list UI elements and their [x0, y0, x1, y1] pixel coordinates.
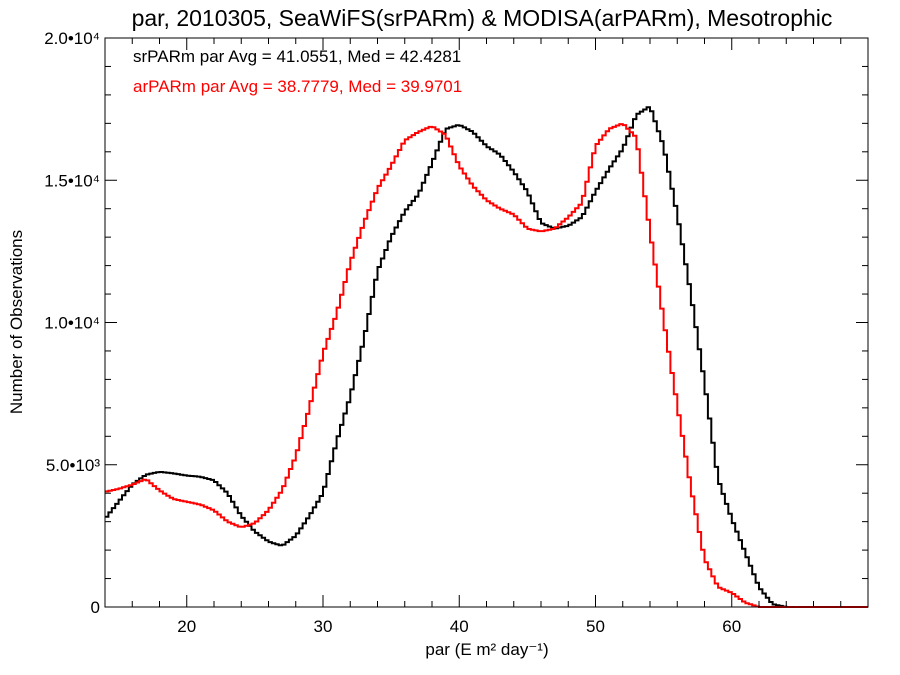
y-tick-label: 1.0•10⁴: [44, 314, 100, 333]
y-tick-label: 2.0•10⁴: [44, 29, 100, 48]
series-line-0: [105, 106, 868, 608]
y-tick-label: 1.5•10⁴: [44, 171, 100, 190]
stats-arparm: arPARm par Avg = 38.7779, Med = 39.9701: [133, 77, 462, 96]
ticks-layer: 20 30 40 50 60 0 5.0•10³ 1.0•10⁴ 1.5•10⁴ 2.0•10⁴: [44, 29, 869, 636]
plot-frame: [104, 37, 869, 608]
series-layer: [105, 106, 868, 608]
x-axis-label: par (E m² day⁻¹): [425, 640, 548, 659]
series-line-1: [105, 123, 868, 608]
x-tick-label: 30: [314, 617, 333, 636]
x-tick-label: 50: [586, 617, 605, 636]
x-tick-label: 40: [450, 617, 469, 636]
stats-srparm: srPARm par Avg = 41.0551, Med = 42.4281: [133, 47, 461, 66]
x-tick-label: 20: [177, 617, 196, 636]
y-tick-label: 5.0•10³: [46, 456, 100, 475]
y-axis-label: Number of Observations: [7, 230, 26, 414]
x-tick-label: 60: [722, 617, 741, 636]
y-tick-label: 0: [91, 598, 100, 617]
chart-title: par, 2010305, SeaWiFS(srPARm) & MODISA(a…: [132, 5, 833, 31]
